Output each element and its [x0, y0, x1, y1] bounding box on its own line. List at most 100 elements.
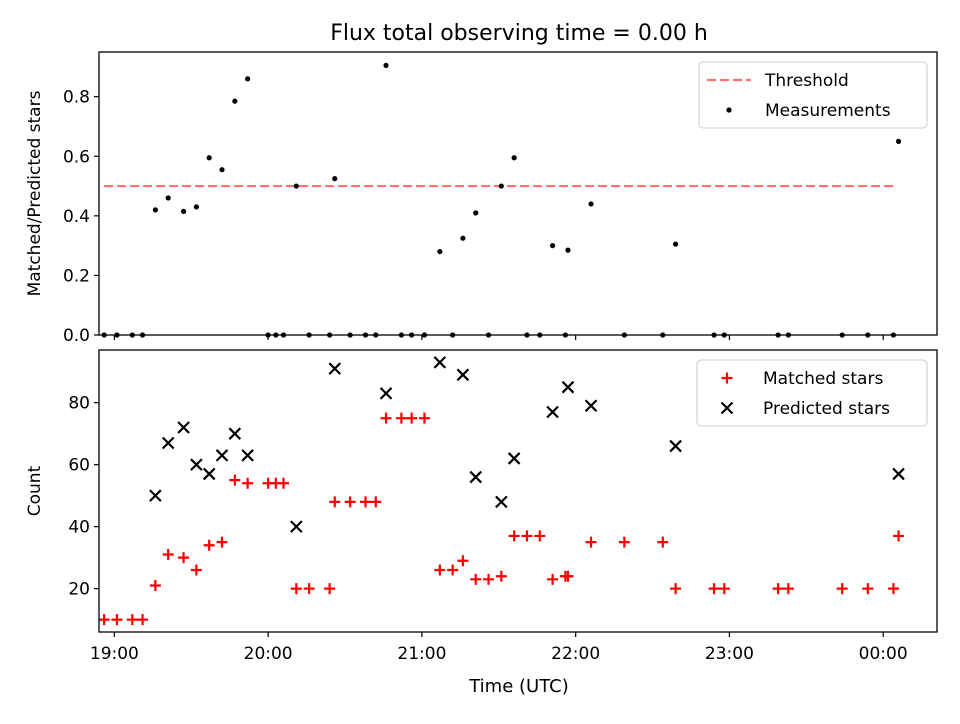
top-y-tick-label: 0.0: [63, 326, 90, 346]
top-y-tick-label: 0.6: [63, 147, 90, 167]
x-tick-label: 23:00: [705, 644, 754, 664]
matched-stars-point: [360, 496, 372, 508]
legend-label: Matched stars: [763, 369, 883, 389]
predicted-stars-point: [161, 436, 175, 450]
bottom-y-tick-label: 60: [68, 456, 90, 476]
predicted-stars-point: [456, 368, 470, 382]
matched-stars-point: [708, 583, 720, 595]
predicted-stars-point: [328, 362, 342, 375]
top-y-axis-label: Matched/Predicted stars: [25, 90, 45, 296]
top-y-tick-label: 0.8: [63, 88, 90, 108]
predicted-stars-point: [241, 449, 254, 462]
legend-box: [696, 359, 928, 427]
measurements-point: [511, 155, 517, 161]
measurements-point: [219, 167, 225, 173]
legend-predicted-stars-swatch: [720, 401, 734, 415]
legend-box: [698, 61, 928, 129]
measurements-point: [180, 208, 187, 214]
predicted-stars-point: [379, 387, 393, 400]
matched-stars-point: [618, 536, 630, 548]
legend-measurements-swatch: [726, 107, 732, 113]
x-tick-label: 20:00: [244, 644, 293, 664]
bottom-axes-frame: [98, 349, 938, 633]
matched-stars-point: [418, 412, 430, 424]
predicted-stars-point: [469, 470, 482, 484]
matched-stars-point: [178, 552, 190, 564]
matched-stars-point: [278, 477, 290, 489]
predicted-stars-point: [215, 449, 229, 462]
matched-stars-point: [483, 573, 495, 585]
matched-stars-point: [534, 530, 546, 542]
matched-stars-point: [470, 573, 482, 585]
measurements-point: [232, 98, 238, 104]
matched-stars-point: [862, 583, 874, 595]
bottom-y-tick-label: 20: [68, 580, 90, 600]
legend-label: Predicted stars: [763, 399, 890, 419]
measurements-point: [895, 138, 902, 144]
matched-stars-point: [585, 536, 597, 548]
measurements-point: [437, 248, 443, 255]
matched-stars-point: [162, 549, 174, 561]
legend-matched-stars-swatch: [721, 372, 733, 384]
measurements-point: [383, 62, 389, 69]
measurements-point: [588, 201, 594, 207]
x-tick-label: 22:00: [551, 644, 600, 664]
matched-stars-point: [887, 583, 899, 595]
matched-stars-point: [242, 477, 254, 489]
matched-stars-point: [111, 614, 123, 626]
matched-stars-point: [495, 570, 507, 582]
chart-title: Flux total observing time = 0.00 h: [330, 21, 708, 46]
measurements-point: [245, 76, 251, 82]
matched-stars-point: [303, 583, 315, 595]
matched-stars-point: [126, 614, 138, 626]
matched-stars-point: [782, 583, 794, 595]
measurements-point: [498, 183, 504, 189]
bottom-legend: Matched stars Predicted stars: [696, 359, 928, 427]
matched-stars-point: [329, 496, 341, 508]
measurements-point: [473, 210, 479, 216]
matched-stars-point: [98, 614, 110, 626]
predicted-stars-point: [177, 421, 190, 434]
predicted-stars-point: [228, 427, 242, 440]
measurements-point: [152, 207, 158, 213]
matched-stars-point: [380, 412, 392, 424]
predicted-stars-point: [190, 458, 203, 471]
top-legend: Threshold Measurements: [698, 61, 928, 129]
matched-stars-point: [370, 496, 382, 508]
top-y-tick-label: 0.2: [63, 266, 90, 286]
predicted-stars-point: [507, 452, 521, 465]
matched-stars-point: [395, 412, 407, 424]
predicted-stars-point: [561, 380, 575, 394]
matched-stars-point: [229, 474, 241, 486]
measurements-point: [460, 235, 466, 241]
matched-stars-point: [137, 614, 149, 626]
matched-stars-point: [434, 564, 446, 576]
top-y-tick-label: 0.4: [63, 207, 90, 227]
bottom-y-tick-label: 40: [68, 518, 90, 538]
matched-stars-point: [290, 583, 302, 595]
measurements-point: [673, 241, 679, 247]
matched-stars-point: [893, 530, 905, 542]
predicted-stars-point: [584, 399, 598, 413]
predicted-stars-point: [433, 356, 447, 369]
matched-stars-point: [447, 564, 459, 576]
measurements-point: [206, 155, 212, 161]
predicted-stars-point: [669, 439, 682, 453]
matched-stars-point: [562, 570, 574, 582]
legend-label: Threshold: [764, 71, 849, 91]
measurements-point: [193, 204, 199, 210]
matched-stars-point: [344, 496, 356, 508]
bottom-panel: 20 40 60 80 19:00 20:00 21:00 22:00 23:00 00:00 Co…: [25, 349, 938, 664]
matched-stars-point: [670, 583, 682, 595]
matched-stars-point: [216, 536, 228, 548]
bottom-y-axis-label: Count: [25, 465, 45, 516]
predicted-stars-point: [290, 520, 303, 533]
measurements-point: [549, 243, 556, 249]
matched-stars-point: [324, 583, 336, 595]
x-tick-label: 00:00: [859, 644, 908, 664]
x-axis-label: Time (UTC): [468, 676, 569, 697]
predicted-stars-point: [202, 467, 216, 481]
matched-stars-point: [190, 564, 202, 576]
matched-stars-point: [457, 555, 469, 567]
